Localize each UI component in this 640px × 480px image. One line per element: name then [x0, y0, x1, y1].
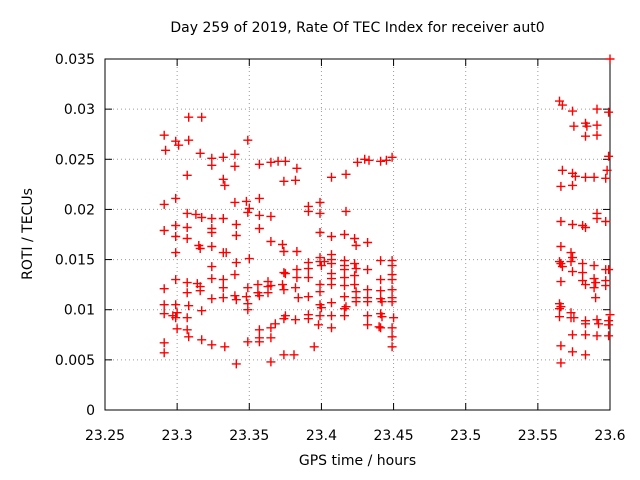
chart-title: Day 259 of 2019, Rate Of TEC Index for r…	[170, 20, 545, 36]
y-tick-label: 0.01	[64, 303, 95, 319]
x-tick-label: 23.25	[85, 428, 125, 444]
x-tick-label: 23.5	[450, 428, 481, 444]
y-tick-label: 0	[86, 403, 95, 419]
x-tick-label: 23.45	[374, 428, 414, 444]
x-tick-label: 23.4	[306, 428, 337, 444]
x-tick-label: 23.3	[162, 428, 193, 444]
data-points	[159, 54, 615, 369]
y-tick-label: 0.035	[55, 52, 95, 68]
x-axis-label: GPS time / hours	[298, 453, 417, 469]
y-tick-label: 0.005	[55, 353, 95, 369]
y-axis-label: ROTI / TECUs	[20, 188, 36, 280]
x-tick-label: 23.6	[594, 428, 625, 444]
y-tick-label: 0.02	[64, 202, 95, 218]
x-tick-label: 23.35	[229, 428, 269, 444]
y-tick-label: 0.025	[55, 152, 95, 168]
y-tick-label: 0.015	[55, 253, 95, 269]
x-tick-label: 23.55	[518, 428, 558, 444]
y-tick-label: 0.03	[64, 102, 95, 118]
plot-frame	[104, 58, 611, 411]
